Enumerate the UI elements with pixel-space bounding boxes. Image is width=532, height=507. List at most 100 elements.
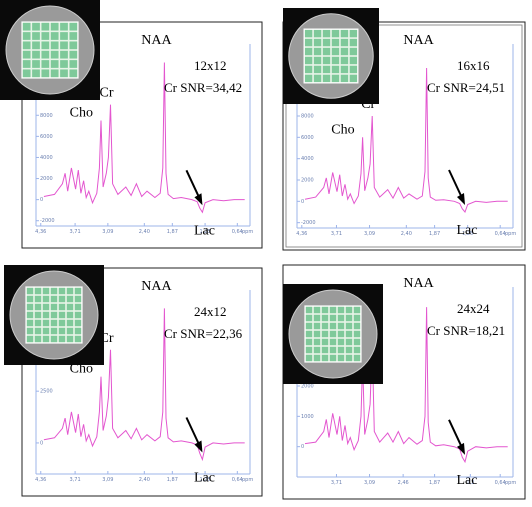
voxel	[340, 74, 349, 83]
voxel	[321, 306, 329, 314]
voxel	[22, 32, 31, 40]
voxel	[305, 338, 313, 346]
voxel	[322, 29, 331, 38]
x-unit: ppm	[242, 477, 253, 483]
voxel-grid	[303, 28, 359, 84]
spectrum-line	[304, 307, 508, 464]
x-tick-label: 2,40	[139, 229, 150, 235]
voxel	[60, 22, 68, 31]
voxel	[340, 65, 349, 74]
voxel	[304, 65, 313, 74]
y-tick-label: 0	[301, 444, 304, 450]
voxel	[69, 41, 78, 50]
y-tick-label: 0	[40, 440, 43, 446]
voxel	[331, 38, 340, 47]
voxel	[42, 319, 50, 327]
voxel	[60, 69, 68, 78]
snr-label: Cr SNR=24,51	[427, 80, 505, 95]
voxel	[32, 41, 40, 50]
voxel	[305, 322, 313, 330]
voxel	[331, 47, 340, 56]
voxel	[69, 22, 78, 31]
voxel	[69, 32, 78, 40]
x-tick-label: 1,87	[429, 231, 440, 237]
voxel	[41, 50, 50, 59]
voxel	[349, 74, 358, 83]
voxel	[337, 330, 345, 338]
voxel	[305, 314, 313, 322]
voxel	[305, 306, 313, 314]
voxel	[50, 32, 59, 40]
voxel	[42, 335, 50, 343]
voxel	[26, 327, 34, 335]
voxel	[322, 74, 331, 83]
voxel	[58, 303, 66, 311]
voxel	[32, 60, 40, 68]
spectrum-line	[43, 62, 245, 214]
voxel	[329, 314, 337, 322]
voxel	[41, 69, 50, 78]
x-tick-label: 3,09	[364, 480, 375, 486]
x-tick-label: 0,64	[495, 480, 506, 486]
peak-label: Lac	[457, 223, 478, 238]
x-tick-label: 3,71	[70, 477, 81, 483]
voxel	[329, 306, 337, 314]
voxel	[74, 303, 82, 311]
voxel	[321, 354, 329, 362]
voxel	[42, 295, 50, 303]
y-tick-label: -2000	[301, 220, 316, 226]
voxel	[345, 306, 353, 314]
voxel	[313, 47, 322, 56]
peak-label: Cho	[331, 122, 354, 137]
peak-label: NAA	[403, 33, 434, 48]
arrow-head	[194, 440, 203, 453]
voxel	[337, 322, 345, 330]
voxel	[50, 319, 58, 327]
x-tick-label: 1,87	[429, 480, 440, 486]
voxel	[41, 60, 50, 68]
voxel	[50, 311, 58, 319]
voxel	[50, 335, 58, 343]
voxel	[305, 354, 313, 362]
x-tick-label: 1,25	[200, 229, 211, 235]
voxel	[322, 38, 331, 47]
voxel	[305, 346, 313, 354]
voxel	[32, 22, 40, 31]
peak-label: Cho	[70, 106, 93, 121]
voxel	[34, 287, 42, 295]
x-tick-label: 3,09	[102, 477, 113, 483]
y-tick-label: 2000	[301, 384, 314, 390]
arrow-head	[457, 442, 465, 455]
snr-label: Cr SNR=22,36	[164, 326, 243, 341]
x-tick-label: 3,71	[331, 231, 342, 237]
peak-label: NAA	[141, 33, 172, 48]
x-unit: ppm	[505, 231, 516, 237]
voxel	[329, 322, 337, 330]
y-tick-label: -2000	[40, 218, 55, 224]
voxel	[340, 38, 349, 47]
voxel	[304, 74, 313, 83]
voxel	[74, 319, 82, 327]
voxel	[50, 41, 59, 50]
voxel	[345, 338, 353, 346]
voxel	[26, 295, 34, 303]
voxel	[337, 306, 345, 314]
voxel	[304, 38, 313, 47]
voxel	[50, 69, 59, 78]
voxel	[313, 314, 321, 322]
y-tick-label: 8000	[301, 114, 314, 120]
voxel	[74, 327, 82, 335]
snr-label: Cr SNR=34,42	[164, 80, 242, 95]
voxel	[50, 60, 59, 68]
voxel	[58, 311, 66, 319]
voxel	[58, 287, 66, 295]
x-tick-label: 2,46	[398, 480, 409, 486]
voxel	[337, 338, 345, 346]
arrow-head	[457, 193, 465, 205]
voxel	[66, 335, 74, 343]
voxel	[353, 330, 361, 338]
x-tick-label: 4,36	[35, 477, 46, 483]
y-tick-label: 2000	[40, 176, 53, 182]
voxel	[22, 60, 31, 68]
